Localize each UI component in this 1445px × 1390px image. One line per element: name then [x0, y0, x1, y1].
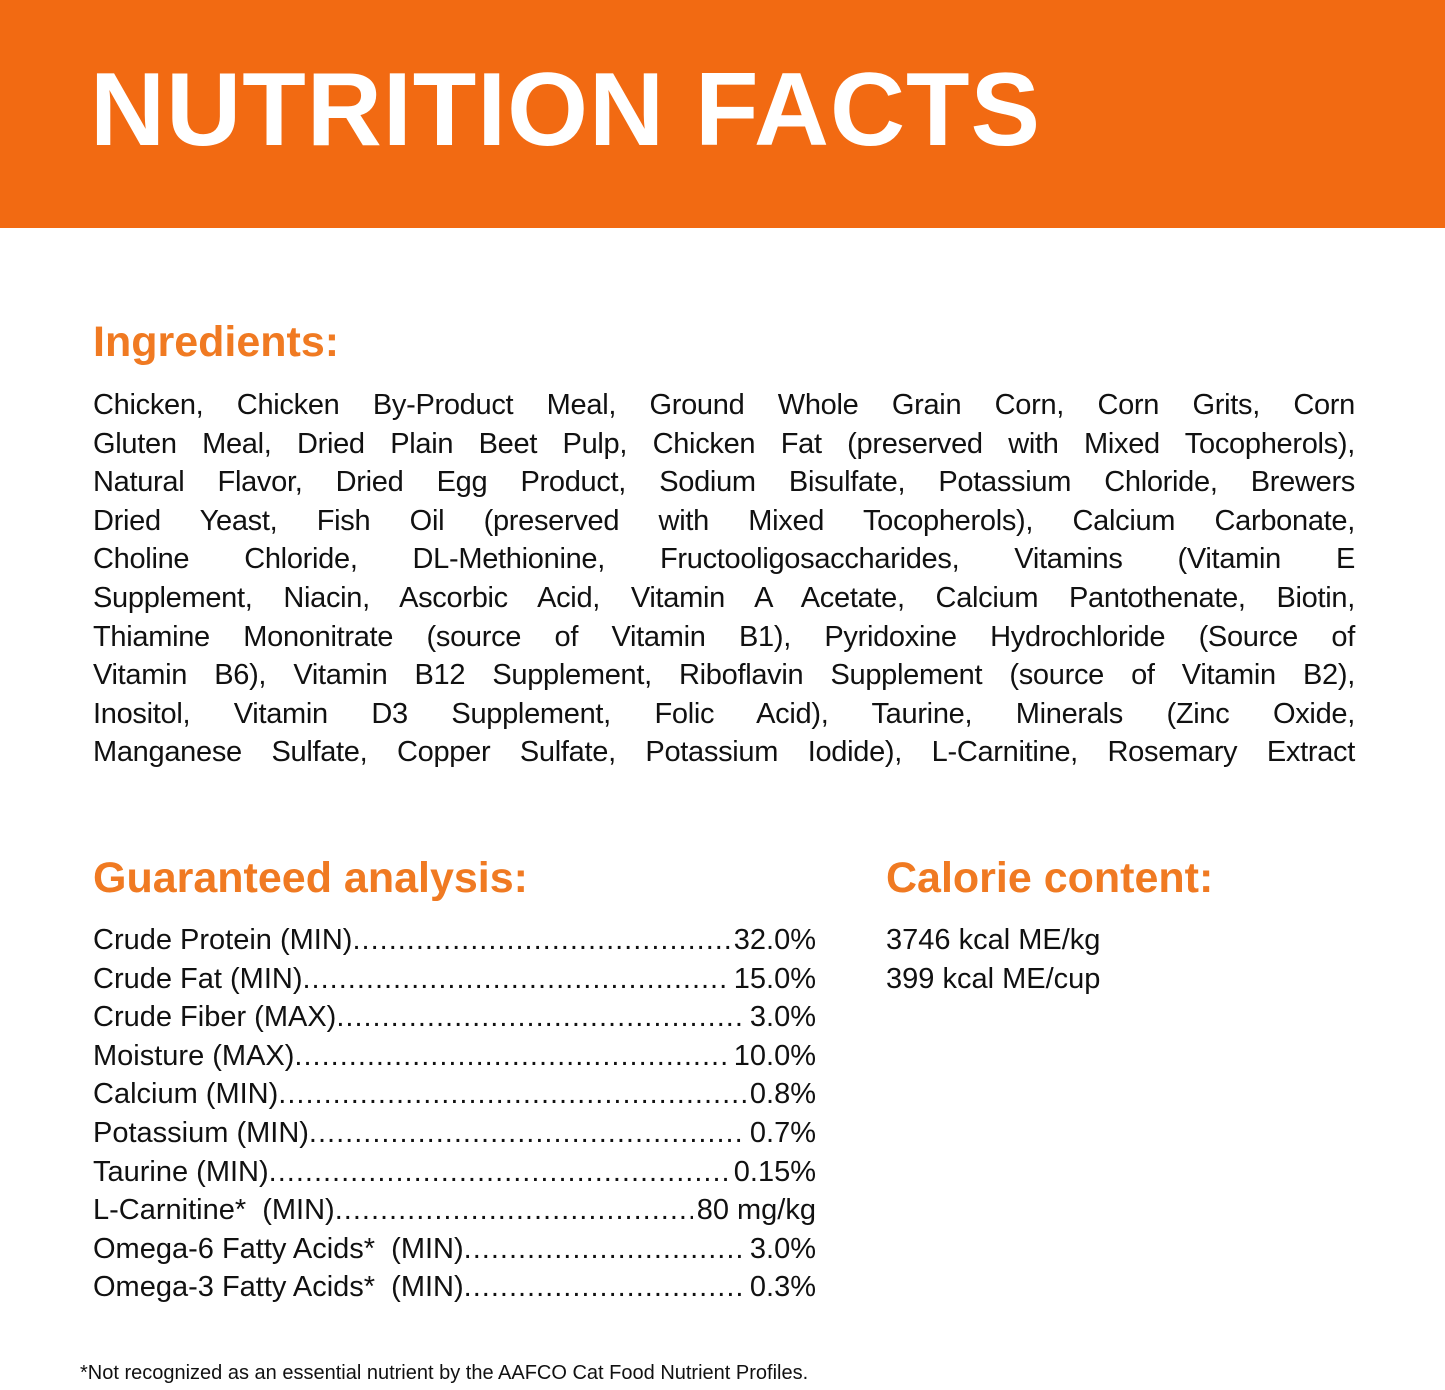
- analysis-value: 3.0%: [749, 1001, 816, 1034]
- ingredients-line: Vitamin B6), Vitamin B12 Supplement, Rib…: [93, 659, 1355, 692]
- dot-leader: [269, 1153, 730, 1192]
- analysis-value: 0.7%: [749, 1116, 816, 1149]
- ingredients-line: Thiamine Mononitrate (source of Vitamin …: [93, 620, 1355, 653]
- analysis-row: L-Carnitine* (MIN) 80 mg/kg: [93, 1191, 816, 1230]
- ingredients-line: Manganese Sulfate, Copper Sulfate, Potas…: [93, 736, 1355, 769]
- analysis-label: Omega-6 Fatty Acids* (MIN): [93, 1232, 464, 1265]
- page-title: NUTRITION FACTS: [90, 52, 1041, 168]
- analysis-value: 3.0%: [749, 1232, 816, 1265]
- ingredients-list: Chicken, Chicken By-Product Meal, Ground…: [93, 386, 1355, 772]
- dot-leader: [464, 1230, 746, 1269]
- guaranteed-analysis-heading: Guaranteed analysis:: [93, 854, 528, 902]
- analysis-row: Moisture (MAX) 10.0%: [93, 1037, 816, 1076]
- analysis-label: Crude Fat (MIN): [93, 962, 303, 995]
- analysis-label: Potassium (MIN): [93, 1116, 309, 1149]
- analysis-value: 80 mg/kg: [696, 1194, 816, 1227]
- ingredients-heading: Ingredients:: [93, 318, 340, 366]
- calorie-content: 3746 kcal ME/kg 399 kcal ME/cup: [886, 921, 1100, 998]
- ingredients-line: Choline Chloride, DL-Methionine, Fructoo…: [93, 543, 1355, 576]
- footnote: *Not recognized as an essential nutrient…: [80, 1362, 809, 1384]
- analysis-row: Omega-6 Fatty Acids* (MIN) 3.0%: [93, 1230, 816, 1269]
- ingredients-line: Natural Flavor, Dried Egg Product, Sodiu…: [93, 466, 1355, 499]
- analysis-label: L-Carnitine* (MIN): [93, 1194, 335, 1227]
- dot-leader: [309, 1114, 746, 1153]
- analysis-label: Crude Fiber (MAX): [93, 1001, 337, 1034]
- analysis-row: Crude Protein (MIN) 32.0%: [93, 921, 816, 960]
- header-banner: NUTRITION FACTS: [0, 0, 1445, 228]
- analysis-value: 0.8%: [749, 1078, 816, 1111]
- calorie-per-kg: 3746 kcal ME/kg: [886, 924, 1101, 956]
- calorie-content-heading: Calorie content:: [886, 854, 1214, 902]
- analysis-row: Calcium (MIN) 0.8%: [93, 1075, 816, 1114]
- analysis-row: Omega-3 Fatty Acids* (MIN) 0.3%: [93, 1268, 816, 1307]
- analysis-label: Calcium (MIN): [93, 1078, 279, 1111]
- dot-leader: [294, 1037, 729, 1076]
- calorie-per-cup: 399 kcal ME/cup: [886, 962, 1101, 995]
- analysis-value: 15.0%: [733, 962, 816, 995]
- analysis-value: 0.3%: [749, 1271, 816, 1304]
- analysis-row: Potassium (MIN) 0.7%: [93, 1114, 816, 1153]
- guaranteed-analysis-table: Crude Protein (MIN) 32.0% Crude Fat (MIN) 1…: [93, 921, 816, 1307]
- analysis-label: Taurine (MIN): [93, 1155, 269, 1188]
- analysis-value: 32.0%: [733, 924, 816, 956]
- dot-leader: [335, 1191, 693, 1230]
- ingredients-line: Gluten Meal, Dried Plain Beet Pulp, Chic…: [93, 427, 1355, 460]
- analysis-row: Crude Fiber (MAX) 3.0%: [93, 998, 816, 1037]
- ingredients-line: Dried Yeast, Fish Oil (preserved with Mi…: [93, 504, 1355, 537]
- ingredients-line: Inositol, Vitamin D3 Supplement, Folic A…: [93, 697, 1355, 730]
- analysis-value: 0.15%: [733, 1155, 816, 1188]
- dot-leader: [278, 1075, 746, 1114]
- ingredients-line: Supplement, Niacin, Ascorbic Acid, Vitam…: [93, 581, 1355, 614]
- dot-leader: [464, 1268, 746, 1307]
- analysis-label: Crude Protein (MIN): [93, 924, 353, 956]
- analysis-row: Crude Fat (MIN) 15.0%: [93, 960, 816, 999]
- analysis-label: Omega-3 Fatty Acids* (MIN): [93, 1271, 464, 1304]
- analysis-row: Taurine (MIN) 0.15%: [93, 1153, 816, 1192]
- analysis-value: 10.0%: [733, 1039, 816, 1072]
- dot-leader: [336, 998, 746, 1037]
- ingredients-line: Chicken, Chicken By-Product Meal, Ground…: [93, 389, 1355, 421]
- dot-leader: [302, 960, 729, 999]
- dot-leader: [352, 921, 729, 960]
- analysis-label: Moisture (MAX): [93, 1039, 295, 1072]
